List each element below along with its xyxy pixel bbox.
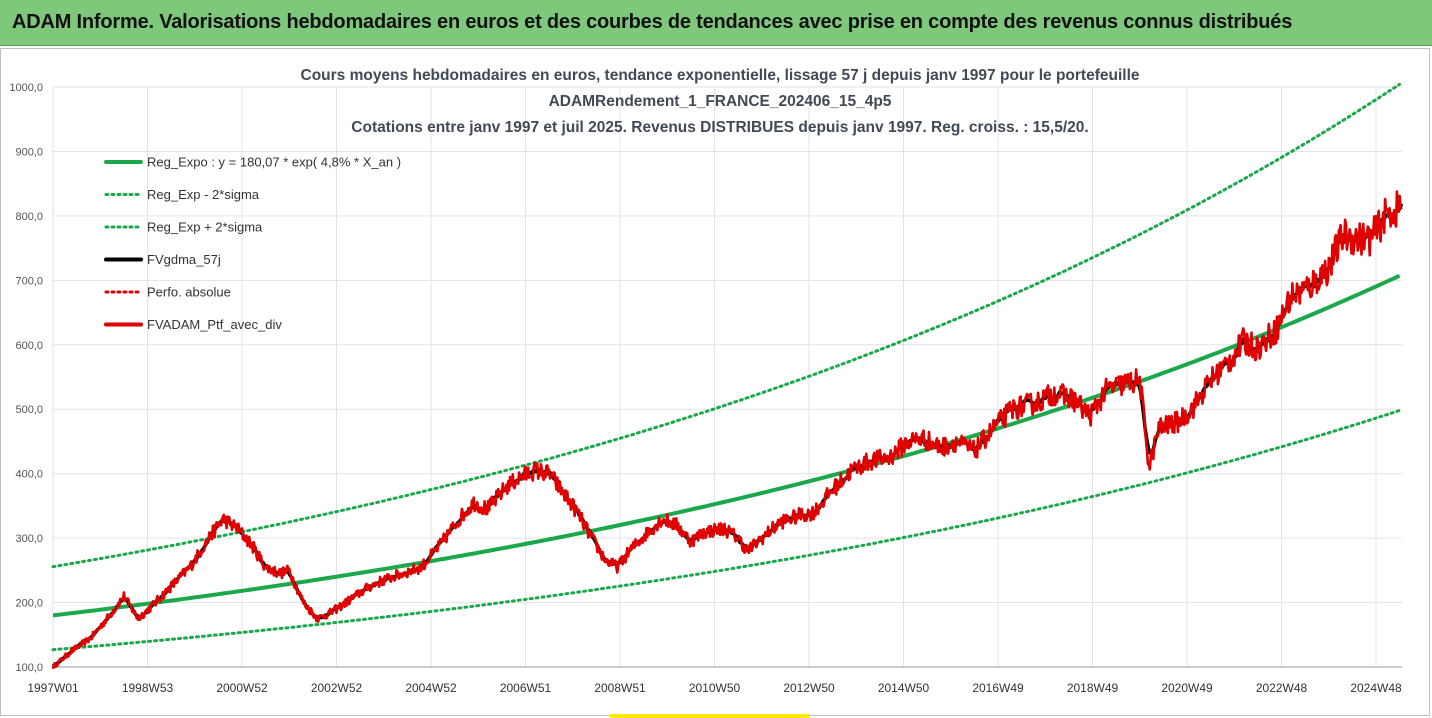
- y-tick-label: 1000,0: [9, 82, 43, 94]
- x-tick-label: 2002W52: [311, 681, 363, 695]
- grid: [52, 86, 1402, 668]
- chart-legend: Reg_Expo : y = 180,07 * exp( 4,8% * X_an…: [104, 155, 401, 332]
- reg-expo-line: [52, 273, 1401, 618]
- chart-title: Cours moyens hebdomadaires en euros, ten…: [301, 67, 1140, 136]
- x-tick-label: 2008W51: [594, 681, 646, 695]
- reg-exp-plus-2sigma-line: [51, 82, 1402, 569]
- x-tick-label: 2000W52: [216, 681, 268, 695]
- legend-label: FVADAM_Ptf_avec_div: [147, 317, 282, 332]
- x-tick-label: 2022W48: [1256, 681, 1308, 695]
- chart-curves: [51, 82, 1404, 670]
- x-axis-ticks: 1997W01 1998W53 2000W52 2002W52 2004W52 2006W…: [27, 681, 1402, 695]
- legend-label: Reg_Exp - 2*sigma: [147, 187, 260, 202]
- legend-label: Reg_Exp + 2*sigma: [147, 220, 263, 235]
- fvgdma-57j-line: [51, 203, 1404, 668]
- chart-title-line-3: Cotations entre janv 1997 et juil 2025. …: [351, 119, 1088, 136]
- y-tick-label: 200,0: [15, 598, 43, 610]
- x-tick-label: 2006W51: [500, 681, 552, 695]
- y-axis-ticks: 100,0 200,0 300,0 400,0 500,0 600,0 700,0 800,0…: [9, 82, 43, 674]
- x-tick-label: 2018W49: [1067, 681, 1119, 695]
- legend-label: FVgdma_57j: [147, 252, 221, 267]
- x-tick-label: 2024W48: [1350, 681, 1402, 695]
- perfo-absolue-line: [1395, 191, 1403, 213]
- report-banner: ADAM Informe. Valorisations hebdomadaire…: [0, 0, 1432, 46]
- chart-title-line-2: ADAMRendement_1_FRANCE_202406_15_4p5: [549, 93, 892, 110]
- y-tick-label: 500,0: [15, 404, 43, 416]
- reg-exp-minus-2sigma-line: [51, 409, 1402, 652]
- legend-label: Reg_Expo : y = 180,07 * exp( 4,8% * X_an…: [147, 155, 401, 170]
- legend-label: Perfo. absolue: [147, 285, 231, 300]
- y-tick-label: 600,0: [15, 340, 43, 352]
- y-tick-label: 800,0: [15, 211, 43, 223]
- chart-title-line-1: Cours moyens hebdomadaires en euros, ten…: [301, 67, 1140, 84]
- y-tick-label: 700,0: [15, 275, 43, 287]
- x-tick-label: 2020W49: [1161, 681, 1213, 695]
- x-tick-label: 2014W50: [878, 681, 930, 695]
- report-title: ADAM Informe. Valorisations hebdomadaire…: [12, 11, 1293, 33]
- y-tick-label: 100,0: [15, 662, 43, 674]
- line-chart: 100,0 200,0 300,0 400,0 500,0 600,0 700,0 800,0…: [9, 67, 1404, 695]
- y-tick-label: 900,0: [15, 146, 43, 158]
- y-tick-label: 300,0: [15, 533, 43, 545]
- chart-frame: 100,0 200,0 300,0 400,0 500,0 600,0 700,0 800,0…: [0, 48, 1430, 716]
- x-tick-label: 2004W52: [405, 681, 457, 695]
- x-tick-label: 2016W49: [972, 681, 1024, 695]
- x-tick-label: 2010W50: [689, 681, 741, 695]
- x-tick-label: 1998W53: [122, 681, 174, 695]
- x-tick-label: 1997W01: [27, 681, 79, 695]
- x-tick-label: 2012W50: [783, 681, 835, 695]
- bottom-accent-bar: [610, 714, 810, 718]
- y-tick-label: 400,0: [15, 469, 43, 481]
- fvadam-ptf-avec-div-line: [51, 190, 1403, 670]
